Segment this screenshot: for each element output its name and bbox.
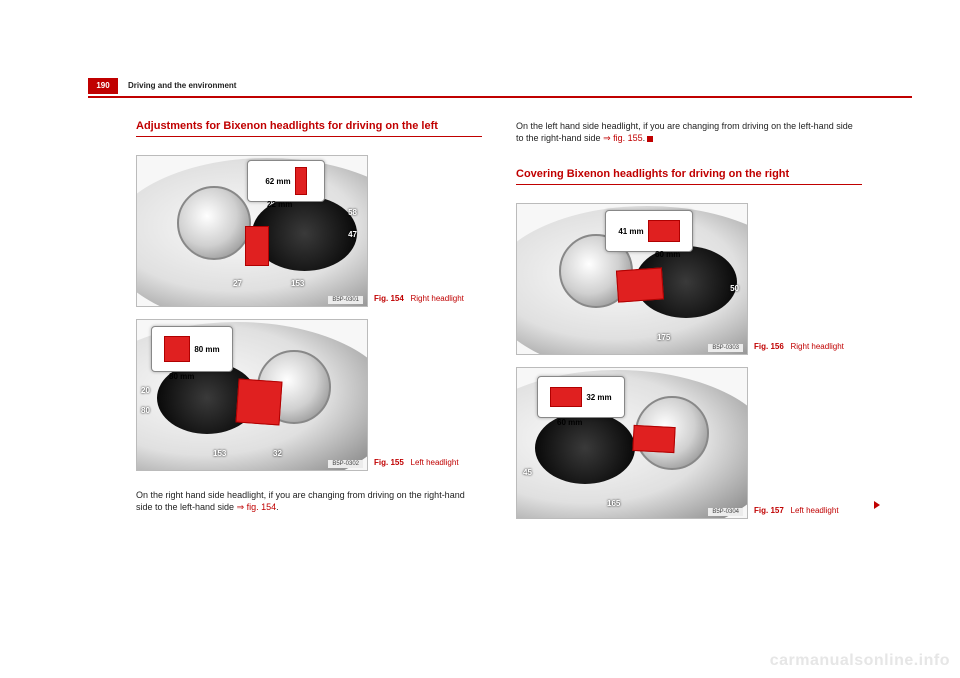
fig154-callout-patch — [295, 167, 307, 195]
continue-icon — [874, 501, 880, 509]
fig155-id: B5P-0302 — [328, 460, 363, 468]
fig157-dim-b: 165 — [607, 499, 620, 508]
fig157-caption: Fig. 157 Left headlight — [754, 506, 864, 515]
stop-icon — [647, 136, 653, 142]
fig157-callout-w: 60 mm — [557, 418, 582, 427]
right-intro: On the left hand side headlight, if you … — [516, 120, 862, 144]
fig156-dim-a: 50 — [730, 284, 739, 293]
header-rule — [88, 96, 912, 98]
fig156-id: B5P-0303 — [708, 344, 743, 352]
figure-154: 62 mm 22 mm 58 47 27 153 B5P-0301 Fig. 1… — [136, 155, 482, 307]
fig154-dim-b: 47 — [348, 230, 357, 239]
fig154-callout-h: 62 mm — [265, 177, 290, 186]
figure-155-image: 80 mm 80 mm 20 80 153 32 B5P-0302 — [136, 319, 368, 471]
fig154-caption: Fig. 154 Right headlight — [374, 294, 484, 303]
fig157-dim-a: 45 — [523, 468, 532, 477]
fig156-caption: Fig. 156 Right headlight — [754, 342, 864, 351]
figure-154-image: 62 mm 22 mm 58 47 27 153 B5P-0301 — [136, 155, 368, 307]
fig156-callout-h: 41 mm — [618, 227, 643, 236]
fig157-callout-h: 32 mm — [586, 393, 611, 402]
figure-157-image: 32 mm 60 mm 45 165 B5P-0304 — [516, 367, 748, 519]
left-column: Adjustments for Bixenon headlights for d… — [136, 120, 482, 638]
watermark: carmanualsonline.info — [770, 652, 950, 670]
left-section-title: Adjustments for Bixenon headlights for d… — [136, 120, 482, 137]
fig155-dim-a: 20 — [141, 386, 150, 395]
right-column: On the left hand side headlight, if you … — [516, 120, 862, 638]
fig156-callout-w: 60 mm — [655, 250, 680, 259]
fig154-dim-a: 58 — [348, 208, 357, 217]
fig154-dim-c: 27 — [233, 279, 242, 288]
figure-157: 32 mm 60 mm 45 165 B5P-0304 Fig. 157 Lef… — [516, 367, 862, 519]
fig157-id: B5P-0304 — [708, 508, 743, 516]
fig155-dim-c: 153 — [213, 449, 226, 458]
fig155-callout-patch — [164, 336, 190, 362]
left-para: On the right hand side headlight, if you… — [136, 489, 482, 513]
fig155-dim-b: 80 — [141, 406, 150, 415]
figure-156: 41 mm 60 mm 50 175 B5P-0303 Fig. 156 Rig… — [516, 203, 862, 355]
fig156-callout-patch — [648, 220, 680, 242]
fig157-callout-patch — [550, 387, 582, 407]
fig155-callout-w: 80 mm — [169, 372, 194, 381]
fig156-dim-b: 175 — [657, 333, 670, 342]
fig155-callout-h: 80 mm — [194, 345, 219, 354]
figure-155: 80 mm 80 mm 20 80 153 32 B5P-0302 Fig. 1… — [136, 319, 482, 471]
fig154-dim-d: 153 — [291, 279, 304, 288]
fig154-callout-w: 22 mm — [267, 200, 292, 209]
fig155-dim-d: 32 — [273, 449, 282, 458]
page-header: 190 Driving and the environment — [88, 78, 912, 102]
fig155-caption: Fig. 155 Left headlight — [374, 458, 484, 467]
right-section-title: Covering Bixenon headlights for driving … — [516, 168, 862, 185]
section-title: Driving and the environment — [128, 81, 236, 90]
page-number-tab: 190 — [88, 78, 118, 94]
content-columns: Adjustments for Bixenon headlights for d… — [136, 120, 862, 638]
figure-156-image: 41 mm 60 mm 50 175 B5P-0303 — [516, 203, 748, 355]
fig154-id: B5P-0301 — [328, 296, 363, 304]
